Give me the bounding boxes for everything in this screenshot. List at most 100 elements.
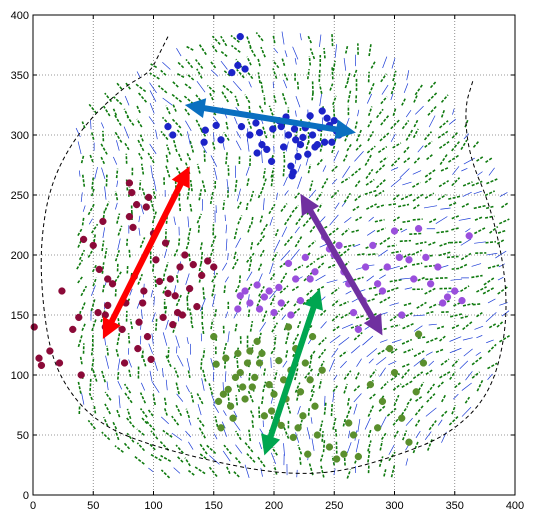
flow-stroke (141, 348, 145, 359)
flow-stroke (152, 263, 155, 272)
data-point-series-1 (46, 347, 54, 355)
flow-stroke (392, 107, 397, 117)
flow-stroke (307, 35, 313, 44)
flow-stroke (297, 405, 301, 415)
data-point-series-4 (398, 414, 406, 422)
data-point-series-4 (243, 359, 252, 367)
data-point-series-2 (294, 152, 302, 161)
flow-stroke (249, 409, 255, 418)
flow-stroke (274, 229, 279, 237)
flow-stroke (294, 128, 299, 138)
flow-stroke (328, 227, 339, 236)
flow-stroke (299, 33, 302, 41)
flow-stroke (292, 333, 300, 345)
flow-stroke (210, 155, 218, 167)
flow-stroke (356, 314, 365, 319)
data-point-series-4 (229, 414, 237, 422)
flow-stroke (77, 227, 84, 237)
flow-stroke (343, 370, 352, 380)
flow-stroke (496, 239, 505, 245)
flow-stroke (450, 313, 463, 318)
flow-stroke (451, 358, 460, 367)
data-point-series-3 (373, 280, 382, 288)
flow-stroke (102, 284, 106, 293)
flow-stroke (101, 370, 106, 383)
flow-stroke (187, 227, 192, 240)
flow-stroke (475, 351, 481, 356)
flow-stroke (106, 345, 109, 356)
flow-stroke (354, 151, 364, 162)
data-point-series-1 (104, 301, 112, 310)
flow-stroke (484, 215, 495, 219)
flow-stroke (136, 71, 141, 78)
flow-stroke (123, 126, 130, 139)
data-point-series-4 (325, 443, 334, 451)
flow-stroke (273, 47, 279, 54)
flow-stroke (80, 285, 88, 297)
flow-stroke (188, 419, 192, 426)
flow-stroke (155, 318, 158, 331)
flow-stroke (149, 72, 160, 80)
flow-stroke (350, 345, 361, 354)
flow-stroke (402, 430, 408, 441)
data-point-series-3 (361, 263, 370, 271)
flow-stroke (93, 406, 97, 414)
flow-stroke (139, 392, 147, 404)
flow-stroke (211, 272, 219, 283)
flow-stroke (104, 391, 112, 401)
flow-stroke (160, 416, 170, 425)
flow-stroke (499, 334, 511, 343)
flow-stroke (268, 105, 274, 116)
y-tick-label: 150 (11, 310, 29, 322)
flow-stroke (149, 82, 157, 94)
flow-stroke (339, 248, 350, 257)
flow-stroke (104, 403, 111, 415)
flow-stroke (345, 290, 352, 295)
flow-stroke (259, 215, 264, 223)
flow-stroke (165, 153, 169, 163)
flow-stroke (89, 154, 94, 163)
flow-stroke (175, 382, 180, 395)
flow-stroke (379, 236, 391, 246)
data-point-series-1 (118, 325, 126, 334)
flow-stroke (81, 392, 85, 405)
flow-stroke (176, 61, 185, 69)
data-point-series-3 (306, 275, 314, 283)
flow-stroke (486, 339, 494, 344)
flow-stroke (489, 226, 499, 234)
flow-stroke (343, 58, 347, 71)
flow-stroke (136, 428, 145, 436)
flow-stroke (171, 432, 183, 441)
flow-stroke (405, 458, 409, 466)
flow-stroke (185, 385, 190, 393)
flow-stroke (487, 362, 498, 370)
flow-stroke (124, 81, 131, 90)
flow-stroke (460, 139, 468, 150)
flow-stroke (333, 468, 336, 476)
data-point-series-4 (217, 424, 225, 432)
flow-stroke (225, 311, 229, 319)
flow-stroke (185, 408, 191, 419)
flow-stroke (319, 420, 324, 432)
data-point-series-3 (349, 308, 358, 317)
flow-stroke (199, 241, 204, 250)
flow-stroke (389, 313, 401, 322)
arrow-shaft-1 (107, 179, 186, 327)
flow-stroke (269, 295, 276, 306)
flow-stroke (342, 165, 351, 178)
flow-stroke (427, 105, 438, 116)
flow-stroke (471, 263, 482, 267)
flow-stroke (271, 322, 279, 333)
flow-stroke (162, 284, 168, 294)
flow-stroke (186, 288, 191, 299)
flow-stroke (412, 193, 424, 202)
flow-stroke (439, 370, 451, 379)
flow-stroke (446, 255, 459, 259)
data-point-series-4 (234, 349, 242, 358)
flow-stroke (272, 34, 276, 44)
flow-stroke (354, 194, 362, 202)
flow-stroke (476, 379, 484, 392)
data-point-series-1 (178, 311, 187, 319)
flow-stroke (151, 333, 154, 345)
flow-stroke (198, 260, 203, 272)
